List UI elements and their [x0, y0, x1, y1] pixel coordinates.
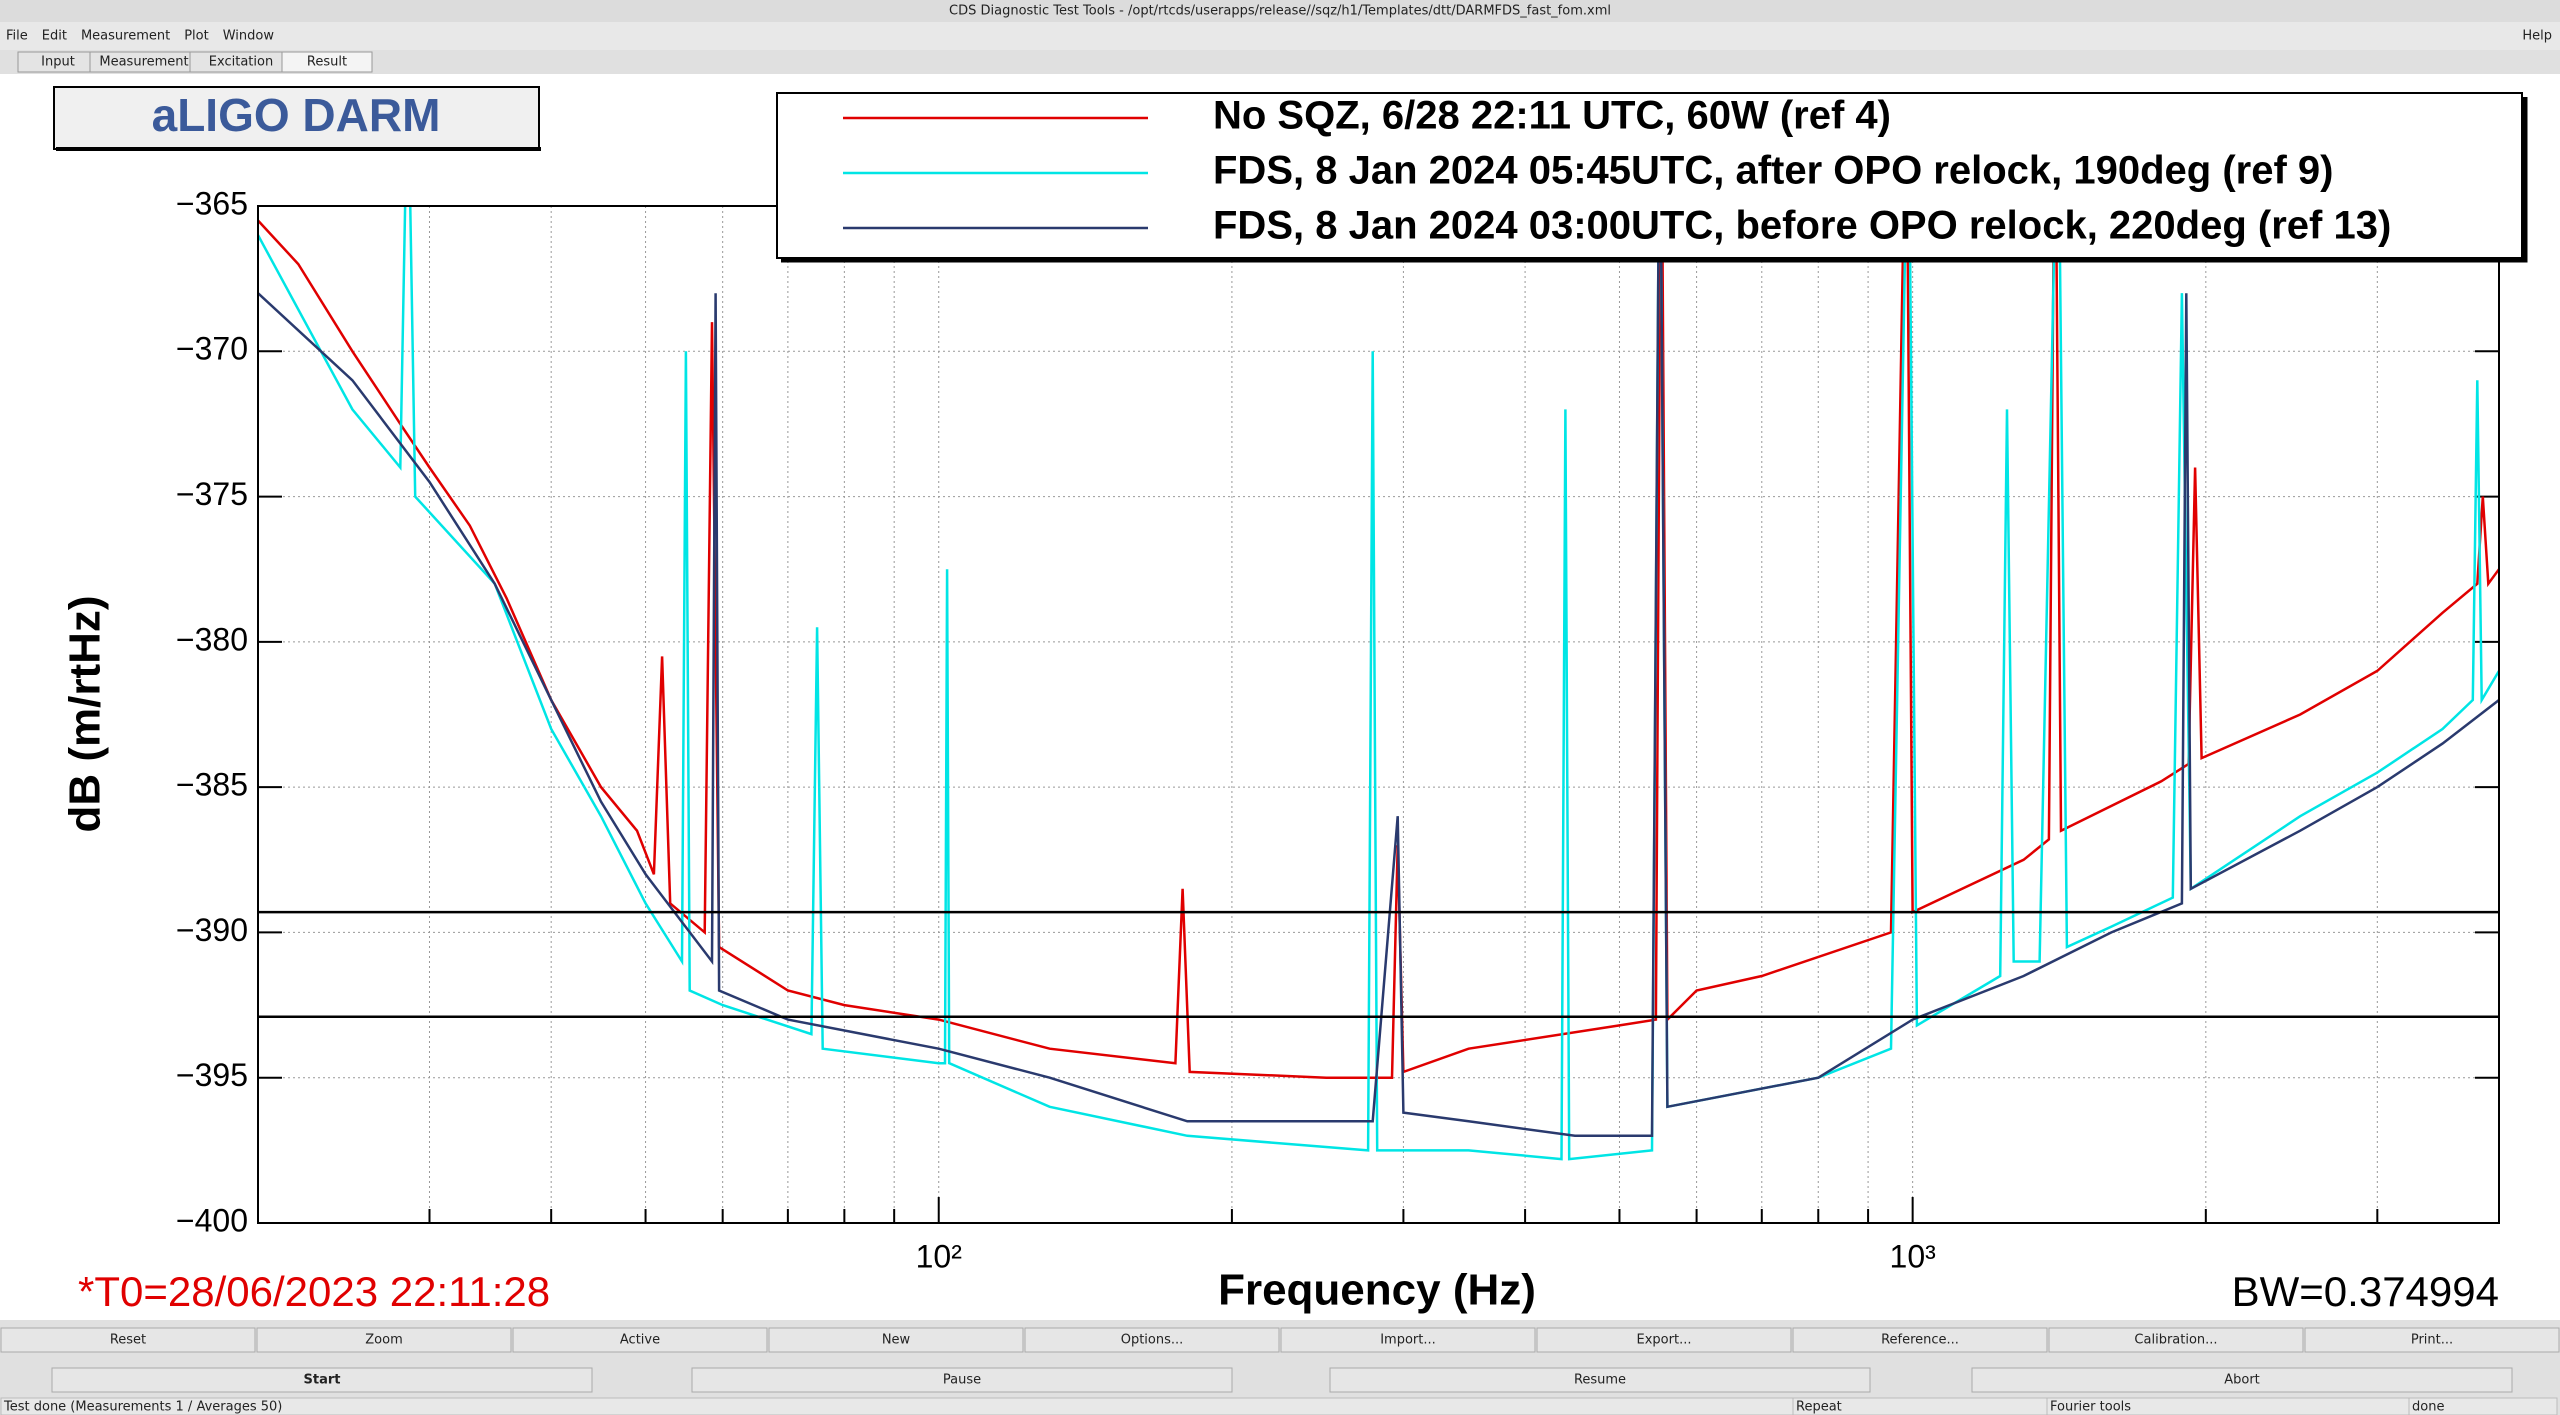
legend-label: FDS, 8 Jan 2024 05:45UTC, after OPO relo… [1213, 149, 2333, 193]
legend-label: No SQZ, 6/28 22:11 UTC, 60W (ref 4) [1213, 94, 1891, 138]
menu-item[interactable]: Measurement [81, 29, 170, 44]
button[interactable] [768, 1327, 1024, 1353]
title-box [53, 86, 540, 150]
bw-annotation: BW=0.374994 [2232, 1268, 2499, 1315]
control-button[interactable] [51, 1367, 593, 1393]
button-label[interactable]: Export... [1637, 1333, 1692, 1348]
menu-item[interactable]: Edit [42, 29, 67, 44]
tab-label[interactable]: Excitation [209, 55, 273, 70]
button[interactable] [1024, 1327, 1280, 1353]
menu-item[interactable]: Plot [184, 29, 209, 44]
title-bar [0, 0, 2560, 22]
control-label[interactable]: Start [304, 1373, 341, 1388]
button-label[interactable]: New [882, 1333, 911, 1348]
button-label[interactable]: Print... [2411, 1333, 2453, 1348]
button[interactable] [1792, 1327, 2048, 1353]
legend-shadow [781, 97, 2528, 263]
control-button[interactable] [1329, 1367, 1871, 1393]
window-title: CDS Diagnostic Test Tools - /opt/rtcds/u… [949, 4, 1611, 19]
button-label[interactable]: Calibration... [2134, 1333, 2217, 1348]
tab-bar [0, 50, 2560, 74]
y-tick-label: −370 [176, 331, 248, 367]
button[interactable] [1536, 1327, 1792, 1353]
y-tick-label: −375 [176, 476, 248, 512]
x-axis-label: Frequency (Hz) [1218, 1266, 1536, 1315]
button[interactable] [2048, 1327, 2304, 1353]
control-button[interactable] [1971, 1367, 2513, 1393]
tab-label[interactable]: Measurement [99, 55, 188, 70]
button[interactable] [0, 1327, 256, 1353]
status-cell [2408, 1397, 2558, 1415]
button-label[interactable]: Options... [1121, 1333, 1184, 1348]
t0-annotation: *T0=28/06/2023 22:11:28 [78, 1268, 550, 1315]
button-label[interactable]: Reference... [1881, 1333, 1959, 1348]
legend-label: FDS, 8 Jan 2024 03:00UTC, before OPO rel… [1213, 204, 2391, 248]
status-text: Fourier tools [2050, 1400, 2131, 1415]
chart-title: aLIGO DARM [152, 89, 441, 141]
plot-canvas [0, 74, 2560, 1320]
series-line [258, 206, 2499, 1138]
y-tick-label: −395 [176, 1057, 248, 1093]
button[interactable] [2304, 1327, 2560, 1353]
plot: −400 −395 −390 −385 −380 −375 −370 −365 10² 10³ No… [176, 92, 2528, 1274]
status-text: done [2412, 1400, 2444, 1415]
y-tick-label: −390 [176, 912, 248, 948]
control-button[interactable] [691, 1367, 1233, 1393]
button-label[interactable]: Active [620, 1333, 660, 1348]
tab[interactable] [281, 51, 373, 73]
menu-help[interactable]: Help [2522, 29, 2552, 44]
y-tick-label: −365 [176, 185, 248, 221]
control-label[interactable]: Pause [943, 1373, 981, 1388]
y-axis-label: dB (m/rtHz) [61, 595, 110, 832]
button[interactable] [256, 1327, 512, 1353]
menu-item[interactable]: Window [223, 29, 275, 44]
x-tick-label: 10² [916, 1238, 963, 1274]
control-label[interactable]: Resume [1574, 1373, 1626, 1388]
button-label[interactable]: Reset [110, 1333, 146, 1348]
control-label[interactable]: Abort [2224, 1373, 2260, 1388]
series-line [258, 206, 2499, 1161]
button-label[interactable]: Import... [1380, 1333, 1436, 1348]
y-tick-label: −385 [176, 767, 248, 803]
status-text: Repeat [1796, 1400, 1842, 1415]
menu-bar [0, 23, 2560, 49]
button[interactable] [1280, 1327, 1536, 1353]
x-tick-label: 10³ [1890, 1238, 1937, 1274]
button[interactable] [512, 1327, 768, 1353]
tab-label[interactable]: Input [41, 55, 75, 70]
y-tick-label: −400 [176, 1202, 248, 1238]
legend-box [776, 92, 2523, 259]
menu-item[interactable]: File [6, 29, 28, 44]
y-tick-label: −380 [176, 621, 248, 657]
tab-label[interactable]: Result [307, 55, 347, 70]
button-label[interactable]: Zoom [365, 1333, 402, 1348]
status-text: Test done (Measurements 1 / Averages 50) [3, 1400, 282, 1415]
